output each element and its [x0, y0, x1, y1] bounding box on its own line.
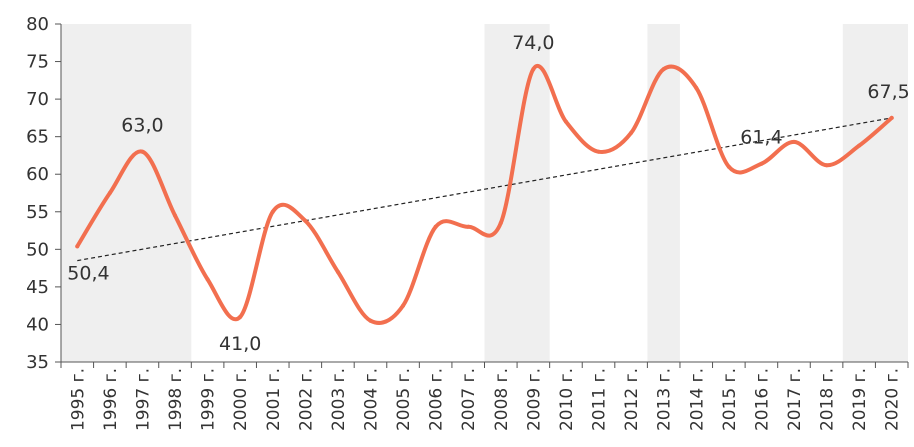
data-label: 63,0	[121, 115, 163, 137]
data-point	[629, 130, 634, 135]
shaded-period-4	[842, 24, 908, 362]
data-point	[824, 163, 829, 168]
x-tick-label: 2014 г.	[687, 368, 707, 431]
x-axis: 1995 г. 1996 г. 1997 г. 1998 г. 1999 г. 2000 …	[60, 361, 909, 431]
x-tick-label: 2003 г.	[329, 368, 349, 431]
y-tick-label: 60	[26, 164, 49, 185]
data-point	[889, 115, 894, 120]
data-point	[107, 191, 112, 195]
data-point	[791, 139, 796, 144]
data-point	[238, 314, 243, 319]
x-tick-label: 2013 г.	[655, 368, 675, 431]
data-point	[335, 269, 340, 274]
x-tick-label: 2012 г.	[622, 368, 642, 431]
y-tick-label: 35	[26, 352, 49, 373]
data-point	[531, 67, 536, 72]
x-tick-label: 2004 г.	[361, 368, 381, 431]
data-point	[694, 85, 699, 90]
y-tick-label: 45	[26, 277, 49, 298]
x-tick-label: 2020 г.	[883, 368, 903, 431]
shaded-period-1	[61, 24, 192, 362]
data-point	[726, 164, 731, 169]
data-point	[75, 244, 80, 249]
y-tick-label: 55	[26, 202, 49, 223]
x-tick-label: 2005 г.	[394, 368, 414, 431]
data-point	[140, 149, 145, 154]
x-tick-label: 2008 г.	[492, 368, 512, 431]
x-tick-label: 1997 г.	[133, 368, 153, 431]
data-point	[466, 224, 471, 229]
x-tick-label: 2001 г.	[264, 368, 284, 431]
data-point	[401, 303, 406, 308]
data-point	[596, 149, 601, 154]
data-labels: 50,4 63,0 41,0 74,0 61,4 67,5	[67, 32, 909, 355]
series-group	[75, 64, 894, 325]
shaded-period-3	[647, 24, 680, 362]
y-tick-label: 70	[26, 89, 49, 110]
x-tick-label: 2002 г.	[296, 368, 316, 431]
data-point	[205, 277, 210, 282]
x-tick-label: 2006 г.	[427, 368, 447, 431]
x-tick-label: 2010 г.	[557, 368, 577, 431]
x-tick-label: 2018 г.	[818, 368, 838, 431]
y-tick-label: 65	[26, 127, 49, 148]
x-tick-label: 1998 г.	[166, 368, 186, 431]
data-point	[173, 213, 178, 218]
x-tick-label: 2009 г.	[524, 368, 544, 431]
trendline-group	[77, 117, 892, 262]
x-tick-label: 1996 г.	[101, 368, 121, 431]
y-tick-label: 80	[26, 14, 49, 35]
x-tick-label: 1999 г.	[199, 368, 219, 431]
trendline	[77, 117, 892, 262]
x-tick-label: 1995 г.	[68, 368, 88, 431]
data-point	[661, 67, 666, 72]
data-point	[303, 218, 308, 223]
data-label: 41,0	[219, 333, 261, 355]
x-tick-label: 2011 г.	[590, 368, 610, 431]
data-point	[270, 209, 275, 214]
x-tick-label: 2000 г.	[231, 368, 251, 431]
x-tick-label: 2016 г.	[752, 368, 772, 431]
shaded-periods	[61, 24, 908, 362]
data-label: 74,0	[512, 32, 554, 54]
shaded-period-2	[484, 24, 550, 362]
data-point	[759, 161, 764, 166]
data-point	[433, 224, 438, 229]
data-label: 50,4	[67, 262, 109, 284]
x-tick-label: 2017 г.	[785, 368, 805, 431]
x-tick-label: 2015 г.	[720, 368, 740, 431]
y-axis: 35 40 45 50 55 60 65 70 75 80	[26, 14, 62, 373]
data-point	[368, 318, 373, 323]
y-tick-label: 75	[26, 52, 49, 73]
data-point	[498, 221, 503, 226]
data-label: 61,4	[740, 127, 782, 149]
data-label: 67,5	[867, 81, 909, 103]
data-point	[857, 143, 862, 148]
y-tick-label: 40	[26, 314, 49, 335]
series-line-1	[75, 64, 894, 325]
x-tick-label: 2007 г.	[459, 368, 479, 431]
y-tick-label: 50	[26, 239, 49, 260]
x-tick-label: 2019 г.	[850, 368, 870, 431]
data-point	[563, 119, 568, 124]
